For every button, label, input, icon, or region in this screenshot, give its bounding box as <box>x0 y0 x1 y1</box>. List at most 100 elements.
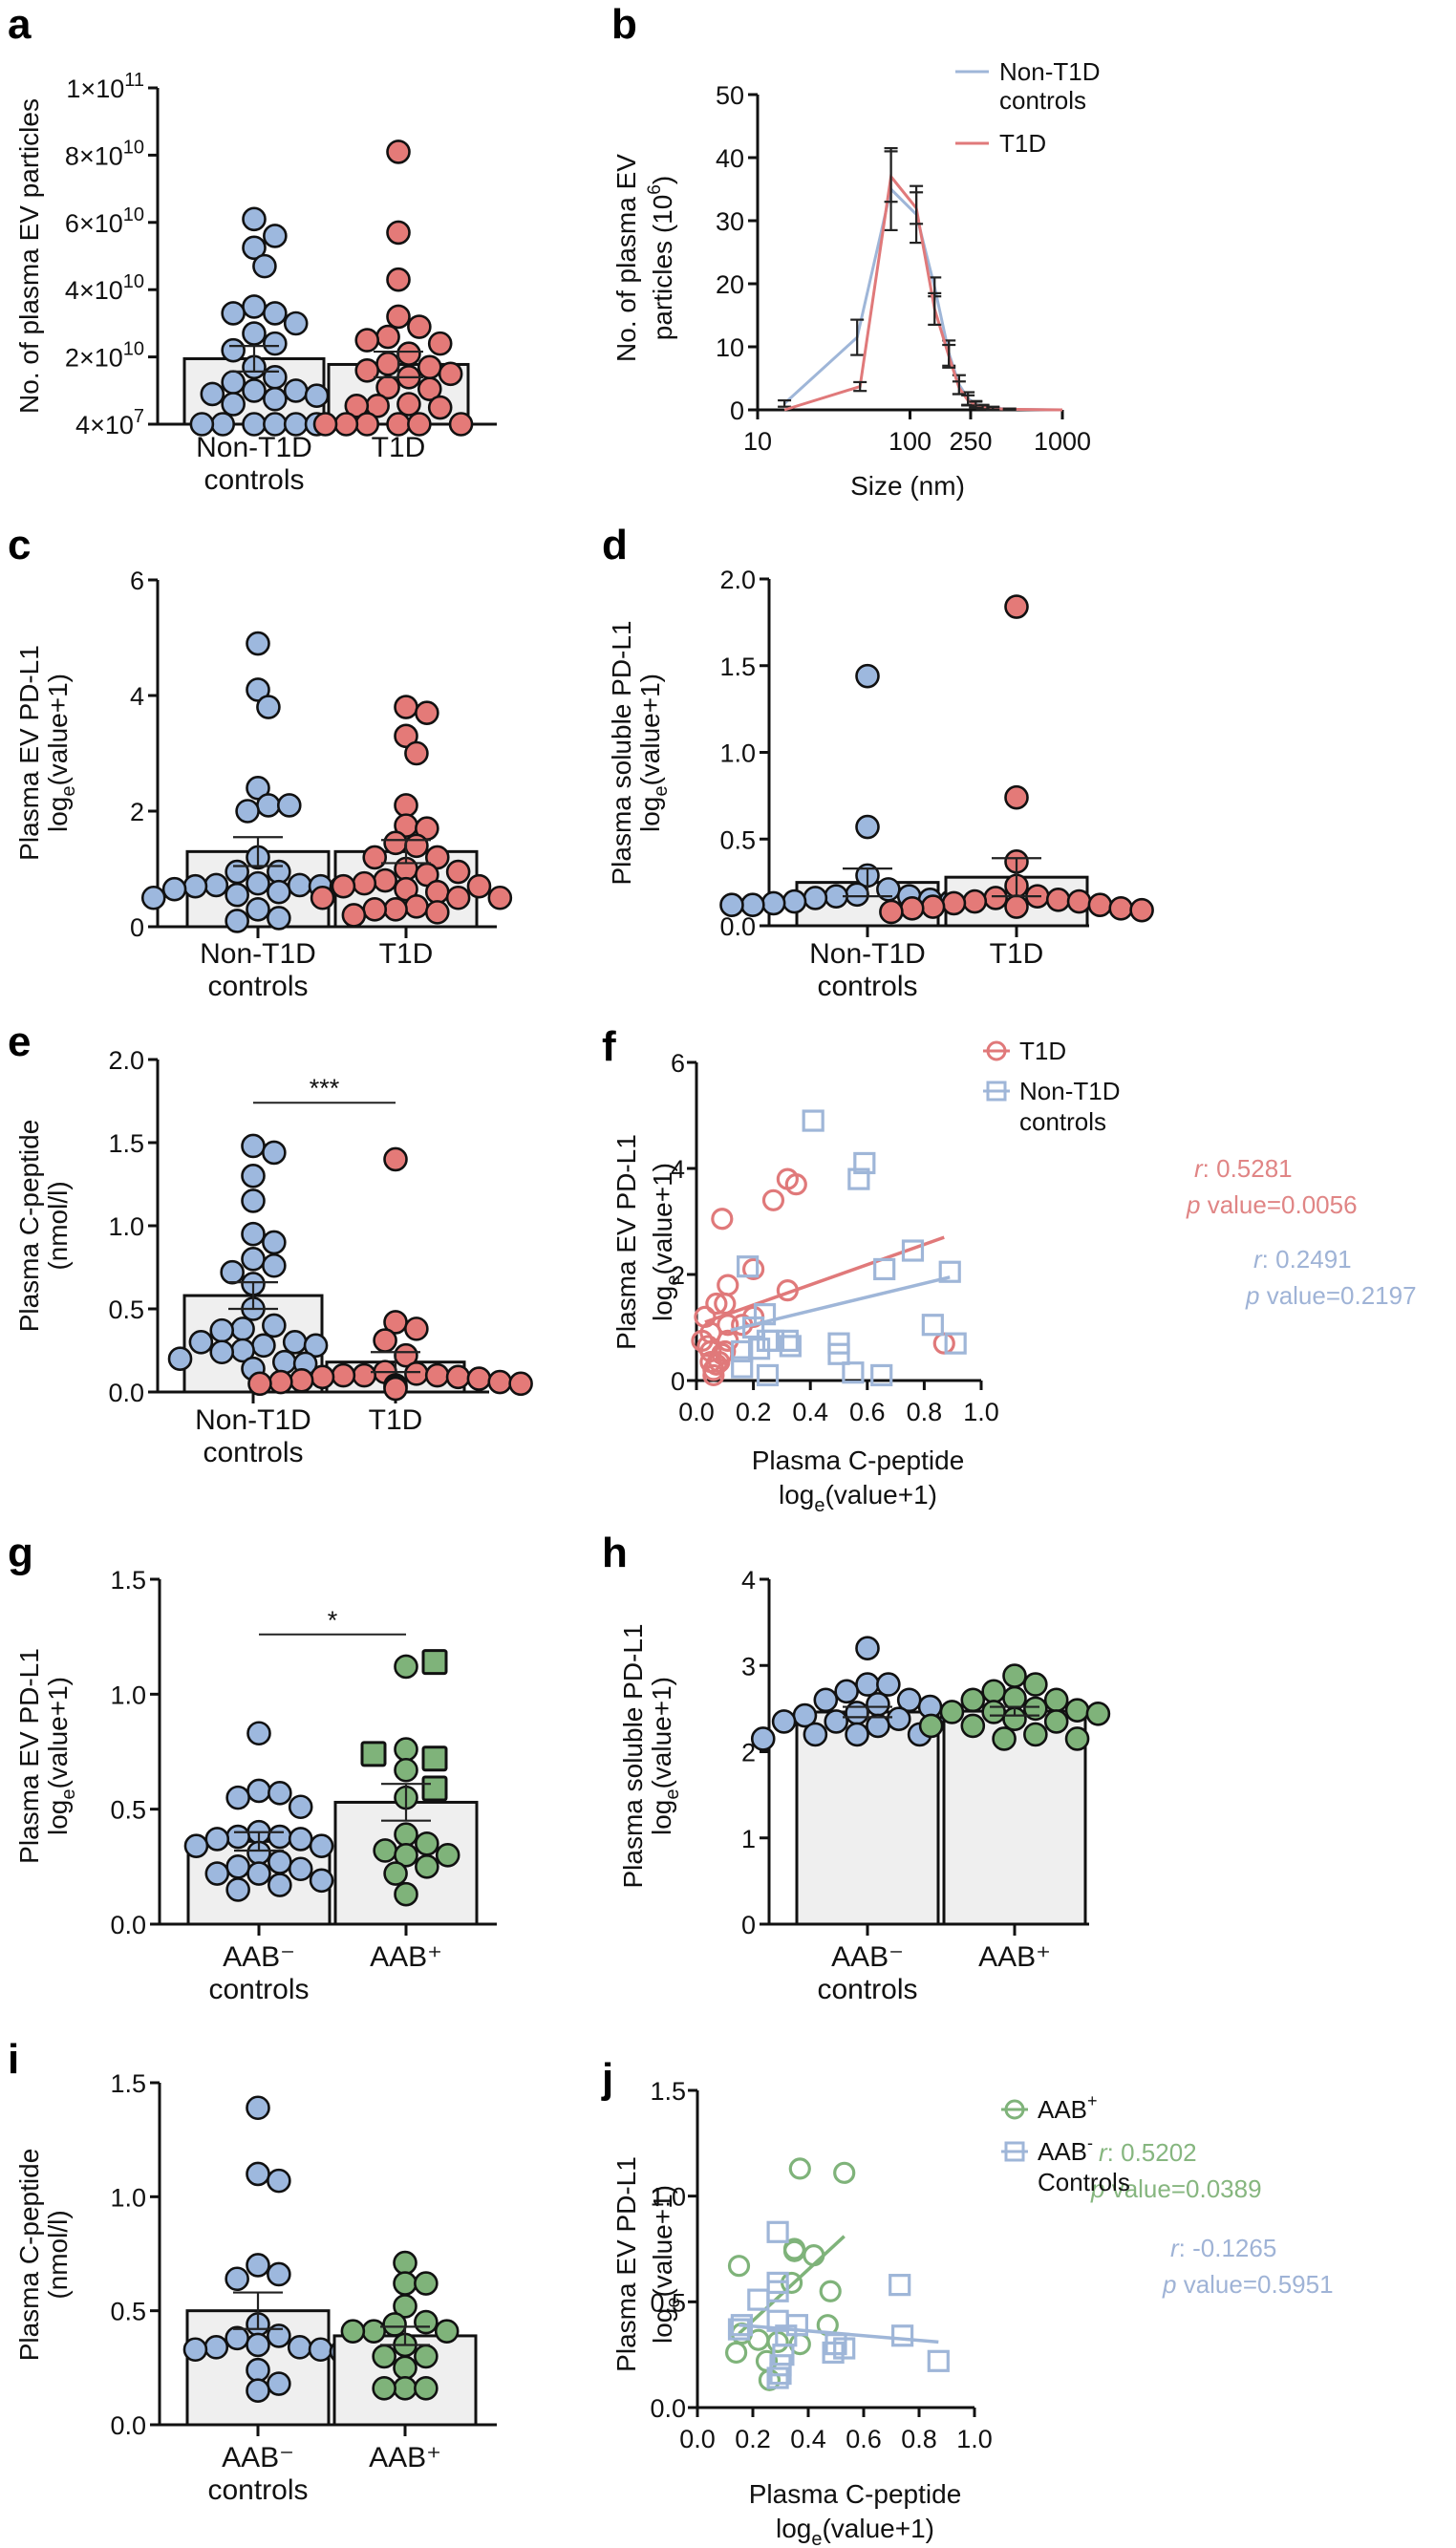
data-point <box>396 392 421 417</box>
data-point <box>352 870 377 896</box>
panel-letter: b <box>611 1 637 48</box>
data-point <box>417 354 442 380</box>
data-point <box>415 700 439 725</box>
x-category-label: AAB⁻ <box>223 1941 295 1973</box>
data-point <box>845 1722 869 1747</box>
data-point <box>414 2344 439 2369</box>
y-tick-label: 1.0 <box>650 2183 686 2212</box>
panel-letter: a <box>8 1 32 48</box>
data-point <box>1129 897 1154 923</box>
data-point <box>879 899 904 925</box>
data-point <box>183 1833 209 1858</box>
data-point <box>276 793 302 818</box>
y-tick-label: 1.5 <box>110 1566 146 1595</box>
data-point <box>824 1709 849 1734</box>
data-point <box>288 1794 313 1820</box>
panel-g: g 0.0 0.5 1.0 1.5 Plasma EV PD-L1 loge(value+1… <box>8 1530 497 2005</box>
y-axis-label: No. of plasma EV particles <box>14 98 44 414</box>
data-point-square <box>360 1741 387 1767</box>
data-point <box>1064 1698 1090 1723</box>
data-point <box>393 2294 418 2319</box>
data-point <box>383 1376 408 1402</box>
y-tick-label: 1 <box>741 1825 756 1853</box>
data-point <box>487 885 513 910</box>
y-axis-label: Plasma EV PD-L1 <box>14 645 44 861</box>
x-category-label: controls <box>203 464 304 496</box>
data-point <box>341 903 367 928</box>
y-tick-label: 1.0 <box>719 739 756 768</box>
data-point <box>404 1361 429 1386</box>
data-point <box>282 1330 308 1355</box>
data-point-square <box>873 1257 896 1281</box>
data-point <box>415 1854 439 1879</box>
data-point <box>760 890 786 916</box>
bar <box>795 1710 940 1926</box>
legend-label: Non-T1D <box>1019 1077 1120 1105</box>
regression-line <box>730 1275 951 1332</box>
data-point <box>939 1700 965 1724</box>
legend-label: controls <box>999 86 1086 115</box>
data-point <box>886 1706 911 1732</box>
p-value: p value=0.2197 <box>1245 1281 1417 1310</box>
data-point <box>918 1713 944 1739</box>
data-point-square <box>901 1239 925 1262</box>
data-point <box>242 235 267 261</box>
data-point <box>256 695 281 719</box>
p-value: p value=0.5951 <box>1162 2270 1334 2299</box>
y-axis-label: Plasma soluble PD-L1 <box>618 1623 648 1888</box>
data-point <box>803 2244 825 2267</box>
data-point <box>960 1687 986 1713</box>
data-point-square <box>747 2288 770 2311</box>
data-point <box>394 1654 418 1680</box>
data-point <box>724 2341 748 2365</box>
data-point <box>845 882 869 908</box>
data-point <box>188 1330 214 1355</box>
y-tick-label: 4×1010 <box>65 271 144 305</box>
data-point <box>1085 1701 1111 1726</box>
legend-label: T1D <box>999 129 1046 158</box>
data-point <box>241 1221 266 1247</box>
data-point <box>267 2261 291 2287</box>
data-point <box>382 2312 407 2337</box>
data-point <box>267 2323 291 2348</box>
data-point <box>386 304 411 330</box>
x-category-label: controls <box>207 2474 308 2506</box>
data-point <box>200 381 225 407</box>
data-point <box>1023 1672 1048 1697</box>
data-point <box>267 879 291 905</box>
data-point-square <box>833 2337 856 2360</box>
data-point <box>383 1146 408 1172</box>
data-point <box>394 1737 418 1762</box>
y-tick-label: 6×1010 <box>65 204 144 238</box>
data-point <box>246 1721 271 1746</box>
panel-letter: g <box>8 1530 33 1576</box>
y-axis-label: Plasma C-peptide <box>14 1120 44 1333</box>
data-point <box>393 2355 418 2381</box>
data-point <box>782 889 807 914</box>
data-point <box>404 894 429 919</box>
data-point <box>241 1247 266 1272</box>
y-tick-label: 0.0 <box>108 1379 144 1407</box>
data-point <box>404 740 429 766</box>
data-point <box>386 267 411 292</box>
data-point <box>719 892 744 918</box>
data-point <box>404 1317 429 1341</box>
data-point <box>705 1353 728 1376</box>
data-point <box>204 1861 230 1886</box>
data-point <box>386 220 411 246</box>
data-point <box>1108 896 1134 921</box>
legend-label: Non-T1D <box>999 57 1100 86</box>
data-point <box>383 830 408 856</box>
y-axis-label-2: loge(value+1) <box>43 1677 79 1835</box>
significance-marker: *** <box>310 1074 340 1103</box>
data-point <box>221 301 246 326</box>
data-point-square <box>822 2341 845 2365</box>
data-point <box>225 1824 250 1850</box>
data-point <box>247 1371 272 1397</box>
data-point <box>354 328 380 353</box>
data-point <box>383 897 408 922</box>
data-point <box>1004 594 1029 619</box>
data-point <box>981 1700 1006 1724</box>
x-category-label: Non-T1D <box>196 432 312 463</box>
data-point <box>813 1687 839 1713</box>
